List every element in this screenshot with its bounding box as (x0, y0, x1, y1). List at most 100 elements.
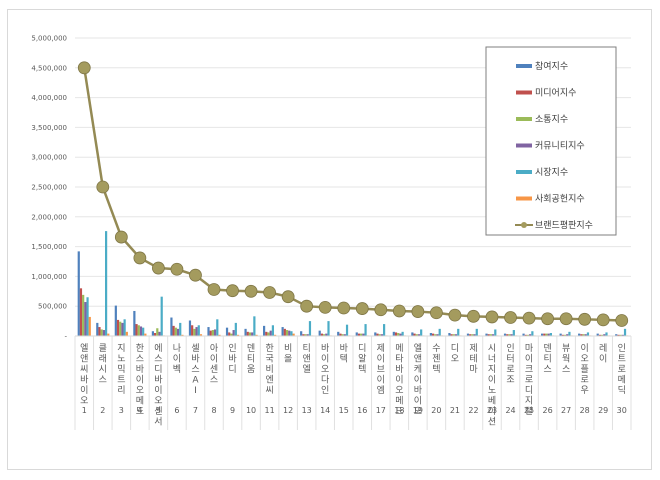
x-rank-label: 4 (137, 406, 142, 415)
brand-index-marker (96, 180, 110, 194)
x-rank-label: 13 (302, 406, 312, 415)
x-category-char: 바 (414, 385, 423, 396)
x-category-char: 뷰 (562, 343, 570, 354)
x-rank-label: 9 (230, 406, 235, 415)
x-rank-label: 11 (265, 406, 275, 415)
bar (615, 334, 618, 336)
bar (452, 334, 455, 336)
bar (621, 334, 624, 336)
x-category-char: 에 (154, 343, 162, 354)
gridlines (75, 37, 631, 307)
bar (380, 334, 383, 336)
x-rank-label: 2 (100, 406, 105, 415)
x-category-char: 덴 (543, 343, 551, 354)
x-category-char: 이 (321, 354, 329, 365)
y-tick-label: 4,000,000 (31, 94, 67, 102)
bar (512, 330, 515, 336)
legend-label: 소통지수 (535, 114, 568, 125)
bar (432, 333, 435, 336)
x-category-char: 올 (284, 354, 292, 365)
bar (318, 330, 321, 336)
brand-index-marker (541, 312, 554, 326)
x-category-char: 이 (154, 385, 162, 396)
x-category-char: 드 (395, 407, 403, 417)
bar (135, 324, 138, 336)
x-rank-label: 6 (174, 406, 179, 415)
bar (300, 331, 303, 336)
x-category-char: 디 (358, 343, 366, 354)
bar (121, 322, 124, 336)
x-category-char: I (194, 386, 197, 396)
bar (584, 334, 587, 336)
bar (176, 328, 180, 336)
x-category-char: 텍 (432, 364, 440, 375)
bar (274, 334, 277, 336)
x-rank-label: 3 (119, 406, 124, 415)
bar (448, 333, 451, 336)
x-category-char: 스 (154, 354, 162, 365)
x-category-char: 수 (432, 343, 440, 354)
bar (102, 330, 105, 336)
bar (271, 325, 274, 336)
bar (337, 331, 340, 336)
x-category-char: 오 (451, 354, 459, 365)
bar (116, 319, 120, 336)
x-category-char: 마 (469, 364, 478, 375)
x-category-char: 메 (136, 396, 144, 407)
brand-index-marker (485, 310, 499, 324)
x-category-char: 오 (321, 364, 329, 375)
x-category-char: 바 (228, 354, 237, 365)
bar (100, 329, 103, 336)
x-category-char: 크 (525, 365, 533, 375)
legend-label: 참여지수 (535, 60, 568, 72)
x-category-char: 벡 (173, 364, 181, 375)
bar (123, 319, 126, 336)
bar (244, 328, 247, 336)
x-category-char: 지 (525, 396, 533, 407)
brand-index-marker (133, 251, 147, 265)
x-category-char: 이 (173, 354, 181, 365)
x-category-char: 디 (451, 343, 459, 354)
bar-series (77, 231, 629, 336)
legend-label: 시장지수 (535, 167, 568, 178)
x-category-char: 디 (154, 364, 162, 375)
x-category-char: 움 (247, 364, 255, 375)
x-category-char: 오 (154, 396, 162, 407)
bar (170, 317, 173, 336)
y-tick-label: 3,000,000 (31, 154, 67, 162)
bar (541, 333, 544, 336)
x-category-char: 이 (581, 343, 589, 354)
bar (234, 322, 237, 336)
x-rank-label: 25 (524, 406, 534, 415)
bar (302, 334, 305, 336)
x-category-char: 알 (358, 354, 366, 365)
bar (526, 334, 530, 336)
x-category-char: 오 (136, 385, 144, 396)
x-category-char: 엘 (80, 343, 88, 354)
x-category-char: 이 (377, 354, 385, 365)
bar (392, 331, 395, 336)
bar (466, 333, 470, 336)
bar (228, 332, 231, 336)
bar (179, 322, 182, 336)
x-category-char: 트 (117, 376, 125, 386)
bar (225, 327, 229, 336)
x-rank-label: 7 (193, 406, 198, 415)
bar (411, 332, 414, 336)
x-category-char: 웍 (562, 354, 570, 365)
x-rank-label: 20 (431, 406, 441, 415)
x-category-char: 메 (395, 396, 403, 407)
x-rank-label: 15 (339, 406, 349, 415)
bar (487, 334, 490, 336)
bar (603, 334, 606, 336)
x-rank-label: 8 (211, 406, 216, 415)
y-tick-label: 500,000 (38, 303, 67, 311)
x-rank-label: 28 (580, 406, 590, 415)
x-category-char: 비 (265, 364, 273, 375)
brand-index-marker (355, 302, 369, 315)
brand-index-marker (77, 61, 91, 75)
y-tick-label: 2,500,000 (31, 184, 67, 192)
x-category-char: A (192, 376, 199, 386)
legend-swatch (516, 90, 532, 95)
bar (265, 331, 268, 336)
